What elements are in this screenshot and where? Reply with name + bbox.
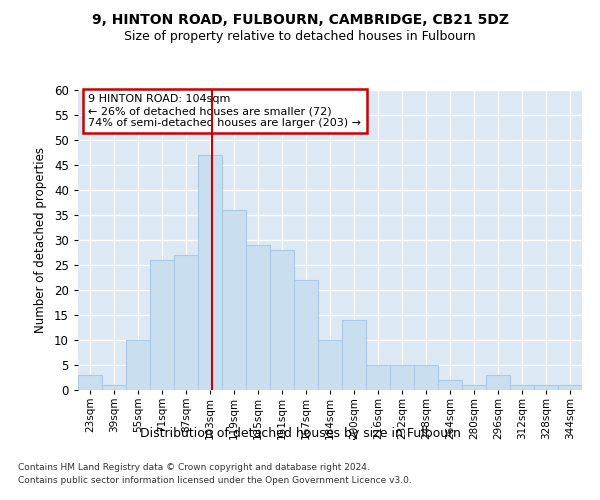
Bar	[246, 245, 270, 390]
Bar	[438, 380, 462, 390]
Text: Contains HM Land Registry data © Crown copyright and database right 2024.: Contains HM Land Registry data © Crown c…	[18, 462, 370, 471]
Bar	[534, 385, 558, 390]
Y-axis label: Number of detached properties: Number of detached properties	[34, 147, 47, 333]
Bar	[126, 340, 150, 390]
Bar	[390, 365, 414, 390]
Bar	[366, 365, 390, 390]
Text: 9, HINTON ROAD, FULBOURN, CAMBRIDGE, CB21 5DZ: 9, HINTON ROAD, FULBOURN, CAMBRIDGE, CB2…	[91, 12, 509, 26]
Bar	[318, 340, 342, 390]
Bar	[102, 385, 126, 390]
Text: 9 HINTON ROAD: 104sqm
← 26% of detached houses are smaller (72)
74% of semi-deta: 9 HINTON ROAD: 104sqm ← 26% of detached …	[88, 94, 361, 128]
Bar	[150, 260, 174, 390]
Bar	[414, 365, 438, 390]
Bar	[198, 155, 222, 390]
Text: Distribution of detached houses by size in Fulbourn: Distribution of detached houses by size …	[140, 428, 460, 440]
Bar	[510, 385, 534, 390]
Bar	[174, 255, 198, 390]
Bar	[294, 280, 318, 390]
Text: Contains public sector information licensed under the Open Government Licence v3: Contains public sector information licen…	[18, 476, 412, 485]
Bar	[486, 375, 510, 390]
Bar	[342, 320, 366, 390]
Bar	[78, 375, 102, 390]
Bar	[558, 385, 582, 390]
Bar	[462, 385, 486, 390]
Bar	[270, 250, 294, 390]
Text: Size of property relative to detached houses in Fulbourn: Size of property relative to detached ho…	[124, 30, 476, 43]
Bar	[222, 210, 246, 390]
